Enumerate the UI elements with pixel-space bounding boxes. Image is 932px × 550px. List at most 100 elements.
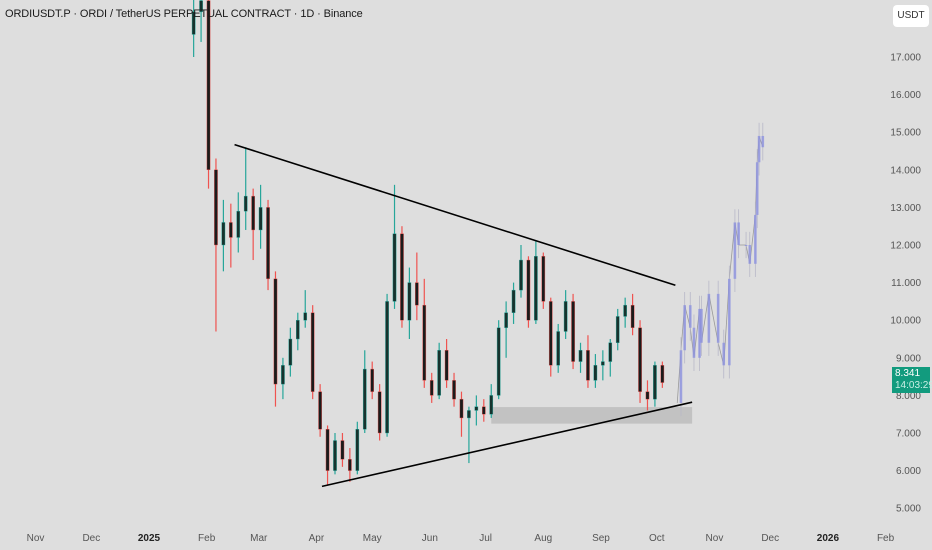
- candle: [221, 199, 226, 272]
- candle: [303, 290, 308, 328]
- date-tick-label: Jun: [422, 533, 438, 544]
- candle: [355, 421, 360, 475]
- candle: [407, 267, 412, 339]
- support-zone: [491, 407, 693, 424]
- projection-candle: [737, 222, 740, 245]
- candle-body: [236, 210, 241, 238]
- projection-candle: [761, 135, 765, 148]
- candle-body: [340, 440, 345, 460]
- price-tick-label: 12.000: [890, 241, 921, 252]
- projection-candle: [679, 350, 683, 403]
- projection-candle: [683, 305, 686, 351]
- projection-candle: [744, 245, 748, 246]
- candle: [645, 380, 650, 411]
- date-tick-label: Jul: [479, 533, 492, 544]
- candle-body: [407, 282, 412, 321]
- candles: [191, 0, 665, 486]
- candle: [310, 305, 315, 400]
- resistance-trendline: [234, 143, 676, 286]
- candle: [653, 361, 657, 407]
- candle: [615, 308, 620, 351]
- candle: [489, 384, 494, 418]
- candle-body: [630, 304, 635, 328]
- candle: [362, 350, 367, 433]
- candle: [266, 199, 270, 291]
- candle-body: [474, 406, 479, 411]
- candle-body: [355, 429, 360, 471]
- candle-body: [593, 365, 598, 381]
- candle-body: [534, 256, 538, 321]
- candle-body: [333, 440, 337, 471]
- candle-body: [653, 365, 657, 400]
- candle: [243, 147, 248, 230]
- price-tick-label: 15.000: [890, 128, 921, 139]
- candle: [325, 425, 330, 486]
- candle-body: [615, 316, 620, 343]
- projection-candle: [716, 293, 720, 343]
- projection-candle: [754, 214, 757, 264]
- candle-body: [221, 222, 226, 246]
- trendlines: [234, 143, 693, 488]
- candle: [444, 339, 449, 388]
- candle-body: [318, 391, 322, 430]
- projection-candle: [722, 342, 726, 366]
- price-tick-label: 13.000: [890, 203, 921, 214]
- candle-body: [645, 391, 650, 400]
- chart-title: ORDIUSDT.P · ORDI / TetherUS PERPETUAL C…: [5, 8, 363, 20]
- projection-candles: [676, 122, 765, 417]
- candle-body: [385, 301, 389, 434]
- candle: [251, 188, 255, 261]
- candle: [429, 372, 434, 403]
- candle: [541, 252, 546, 309]
- candle: [467, 406, 471, 464]
- candle-body: [325, 429, 330, 471]
- candle-body: [496, 327, 501, 396]
- candle: [392, 184, 397, 309]
- date-tick-label: Feb: [198, 533, 216, 544]
- projection-candle: [707, 293, 711, 343]
- projection-candle: [757, 135, 761, 163]
- candle-body: [422, 304, 427, 381]
- candle-body: [288, 338, 293, 366]
- candle: [318, 384, 322, 437]
- candle: [191, 0, 196, 57]
- candle-body: [504, 312, 508, 328]
- candle-body: [400, 233, 404, 321]
- candle: [511, 282, 516, 324]
- price-tick-label: 17.000: [890, 53, 921, 64]
- currency-selector[interactable]: USDT: [893, 5, 929, 27]
- candle-body: [563, 301, 568, 332]
- candle-body: [623, 304, 627, 317]
- price-tick-label: 8.000: [896, 391, 921, 402]
- date-tick-label: Aug: [534, 533, 552, 544]
- projection-candle: [748, 245, 752, 264]
- candle: [258, 184, 263, 249]
- candle-body: [303, 312, 308, 321]
- candle: [281, 357, 285, 400]
- date-tick-label: Feb: [877, 533, 895, 544]
- projection-candle: [733, 222, 737, 279]
- candle: [452, 372, 456, 407]
- candle-body: [526, 259, 531, 321]
- candle-body: [467, 410, 471, 419]
- candle: [348, 448, 352, 482]
- candle-body: [444, 350, 449, 381]
- candle: [571, 293, 575, 370]
- bar-countdown: 14:03:29: [895, 380, 932, 391]
- candle: [548, 297, 553, 377]
- candle: [340, 433, 345, 467]
- candle: [370, 361, 375, 400]
- support-zones: [491, 407, 693, 424]
- candle: [288, 327, 293, 377]
- price-tick-label: 7.000: [896, 429, 921, 440]
- candle-body: [511, 289, 516, 313]
- candle-body: [638, 327, 642, 392]
- last-price-label: 8.341 14:03:29: [892, 367, 932, 393]
- price-tick-label: 6.000: [896, 466, 921, 477]
- date-tick-label: Dec: [761, 533, 779, 544]
- date-tick-label: Nov: [706, 533, 724, 544]
- date-tick-label: Mar: [250, 533, 268, 544]
- candle: [206, 0, 211, 189]
- candle-body: [392, 233, 397, 302]
